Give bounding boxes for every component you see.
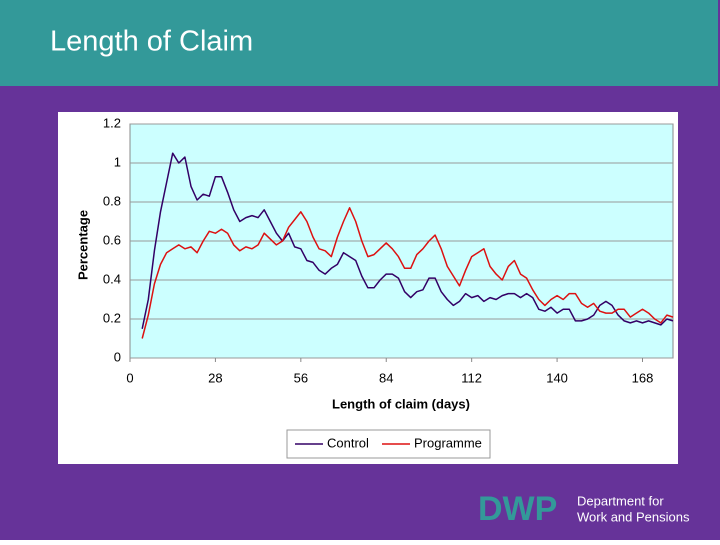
logo-text: Work and Pensions [577, 509, 690, 524]
x-tick-label: 84 [379, 370, 393, 385]
y-tick-label: 0.2 [103, 310, 121, 325]
x-tick-label: 168 [632, 370, 654, 385]
slide-title: Length of Claim [50, 26, 253, 58]
y-tick-label: 0 [114, 349, 121, 364]
legend-label: Programme [414, 435, 482, 450]
y-tick-label: 0.4 [103, 271, 121, 286]
logo-text: Department for [577, 493, 664, 508]
y-axis-label: Percentage [75, 210, 90, 280]
x-tick-label: 140 [546, 370, 568, 385]
logo: DWP [478, 490, 557, 528]
series-line [141, 207, 674, 339]
x-tick-label: 112 [461, 370, 482, 385]
y-tick-label: 1 [114, 154, 121, 169]
y-tick-label: 0.8 [103, 193, 121, 208]
y-tick-label: 0.6 [103, 232, 121, 247]
x-tick-label: 56 [294, 370, 308, 385]
x-tick-label: 28 [208, 370, 222, 385]
y-tick-label: 1.2 [103, 115, 121, 130]
header-band [0, 0, 718, 86]
legend-label: Control [327, 435, 369, 450]
series-line [141, 152, 674, 329]
x-axis-label: Length of claim (days) [332, 396, 470, 411]
x-tick-label: 0 [126, 370, 133, 385]
